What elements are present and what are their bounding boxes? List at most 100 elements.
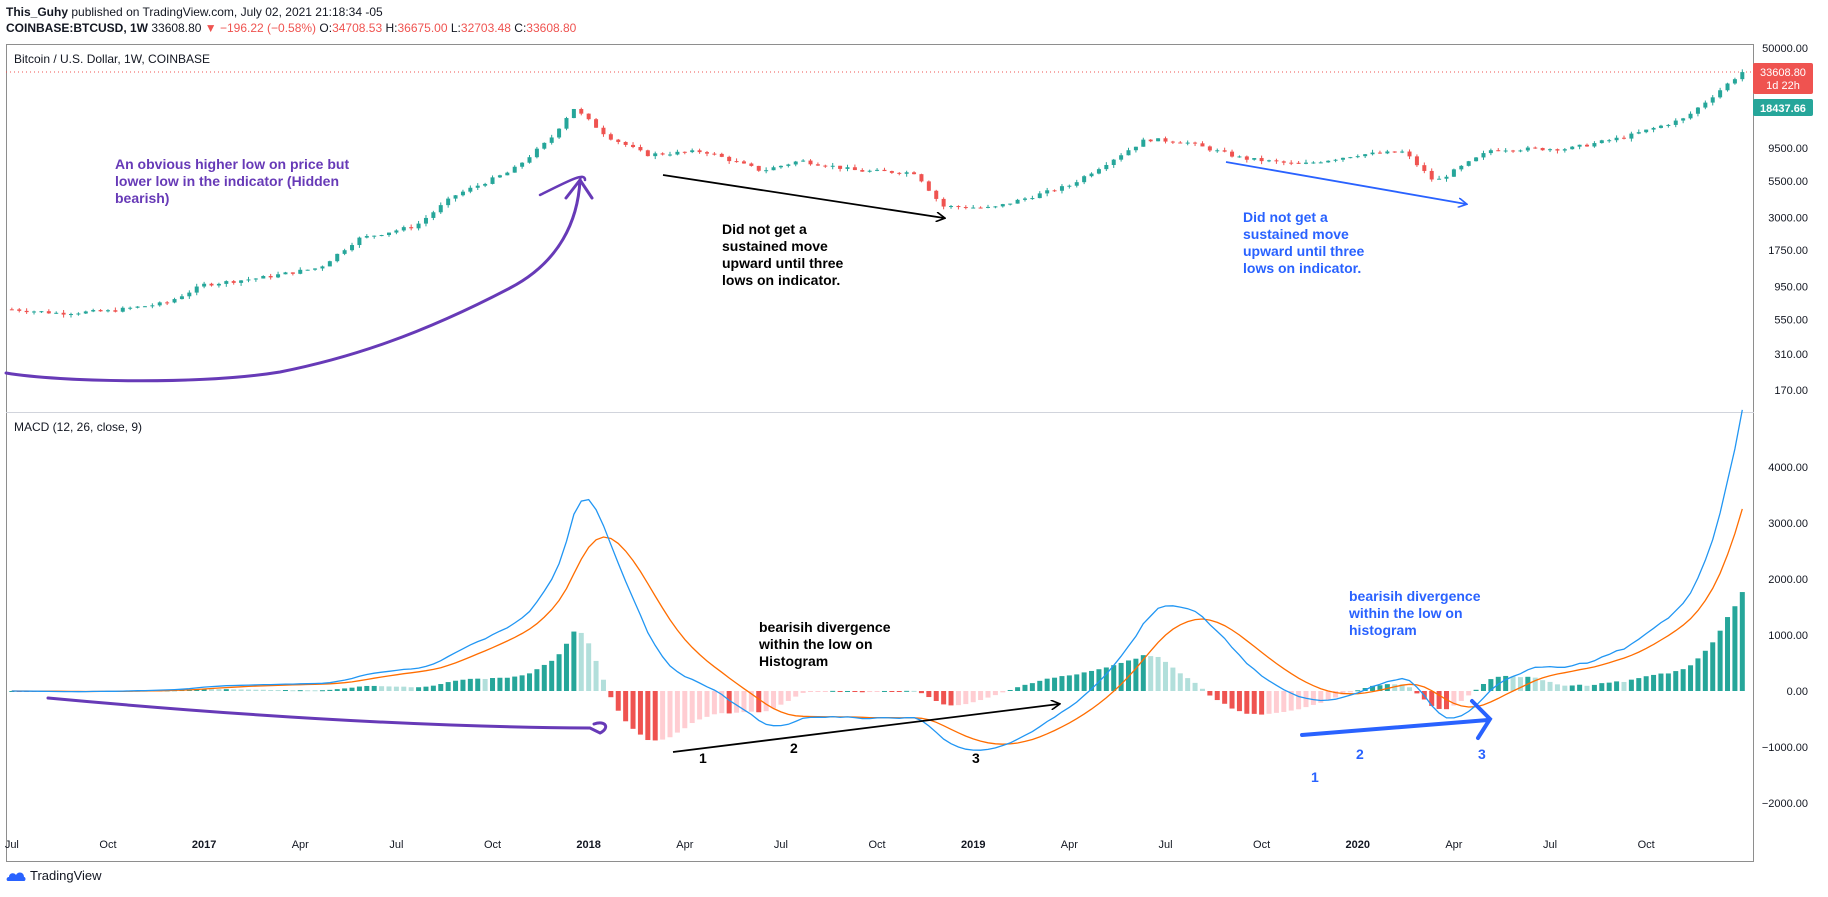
histogram-bar <box>342 688 348 691</box>
candle-body <box>675 151 680 155</box>
low-label: L: <box>450 21 461 35</box>
histogram-bar <box>1162 661 1168 691</box>
histogram-bar <box>1185 678 1191 691</box>
black-note-line-4: lows on indicator. <box>722 272 840 288</box>
candle-body <box>1119 155 1124 160</box>
histogram-bar <box>1688 665 1694 691</box>
candle-body <box>1540 147 1545 151</box>
candle-body <box>1474 157 1479 162</box>
histogram-bar <box>778 691 784 705</box>
histogram-bar <box>290 690 296 692</box>
macd-axis-tick: −1000.00 <box>1762 742 1808 754</box>
candle-body <box>860 170 865 172</box>
macd-axis[interactable]: 4000.00 3000.00 2000.00 1000.00 0.00 −1000.00… <box>1762 462 1808 810</box>
candle-body <box>793 161 798 165</box>
histogram-bar <box>1725 617 1731 691</box>
candle-body <box>9 309 14 311</box>
candle-body <box>1429 170 1434 180</box>
histogram-bar <box>1074 674 1080 691</box>
histogram-bar <box>785 691 791 701</box>
tradingview-logo[interactable]: TradingView <box>6 868 102 883</box>
candle-body <box>394 230 399 233</box>
time-axis-tick: Oct <box>869 839 886 851</box>
histogram-bar <box>1015 687 1021 691</box>
candle-body <box>298 269 303 274</box>
time-axis-tick: Jul <box>774 839 788 851</box>
candle-body <box>1718 90 1723 98</box>
histogram-bar <box>1473 689 1479 691</box>
candle-body <box>313 268 318 270</box>
histogram-bar <box>1044 678 1050 691</box>
histogram-bar <box>1118 662 1124 691</box>
histogram-bar <box>1370 685 1376 691</box>
time-axis[interactable]: Jul Oct 2017 Apr Jul Oct 2018 Apr Jul Oct 2019 Apr J… <box>5 839 1655 851</box>
histogram-bar <box>201 689 207 691</box>
candle-body <box>1496 150 1501 152</box>
candle-body <box>475 185 480 188</box>
candle-body <box>1207 146 1212 151</box>
histogram-bar <box>1599 683 1605 691</box>
histogram-bar <box>1665 673 1671 691</box>
candle-body <box>1614 137 1619 141</box>
candle-body <box>919 174 924 182</box>
high-label: H: <box>385 21 398 35</box>
histogram-bar <box>1414 691 1420 694</box>
histogram-bar <box>438 684 444 691</box>
histogram-bar <box>423 686 429 691</box>
author-name[interactable]: This_Guhy <box>6 5 69 19</box>
histogram-bar <box>748 691 754 712</box>
candle-body <box>423 217 428 224</box>
black-note-line-3: upward until three <box>722 255 844 271</box>
candle-body <box>1133 146 1138 151</box>
candle-body <box>1303 162 1308 164</box>
price-axis[interactable]: 50000.00 9500.00 5500.00 3000.00 1750.00 950.… <box>1762 43 1808 397</box>
candle-body <box>1385 151 1390 154</box>
histogram-bar <box>1614 681 1620 691</box>
histogram-bar <box>719 691 725 714</box>
candle-body <box>631 144 636 148</box>
histogram-bar <box>194 689 200 691</box>
candle-body <box>1355 156 1360 158</box>
histogram-bar <box>1155 656 1161 691</box>
histogram-bar <box>1517 677 1523 691</box>
candle-body <box>934 190 939 199</box>
candle-body <box>54 312 59 314</box>
black-macd-arrow <box>672 704 1059 753</box>
histogram-bar <box>1251 691 1257 714</box>
candle-body <box>771 167 776 171</box>
candle-body <box>882 169 887 172</box>
histogram-bar <box>556 654 562 691</box>
last-price-badge-value: 33608.80 <box>1760 67 1806 79</box>
histogram-bar <box>275 690 281 692</box>
histogram-bar <box>1591 684 1597 691</box>
pane-separator[interactable] <box>6 412 1754 413</box>
histogram-bar <box>253 689 259 691</box>
time-axis-tick: Apr <box>292 839 309 851</box>
time-axis-tick: Oct <box>1638 839 1655 851</box>
histogram-bar <box>1680 669 1686 691</box>
candle-body <box>912 172 917 175</box>
candle-body <box>845 167 850 169</box>
candle-body <box>1621 137 1626 139</box>
candle-body <box>1237 156 1242 158</box>
histogram-bar <box>1281 691 1287 712</box>
histogram-bar <box>1096 669 1102 691</box>
blue-hist-note-line-2: within the low on <box>1348 605 1463 621</box>
candle-body <box>520 162 525 167</box>
candle-body <box>194 286 199 293</box>
black-hist-note-line-2: within the low on <box>758 636 873 652</box>
candle-body <box>69 314 74 316</box>
histogram-bar <box>1392 684 1398 691</box>
histogram-bar <box>904 690 910 692</box>
histogram-bar <box>726 691 732 714</box>
histogram-bar <box>1355 690 1361 692</box>
chart-frame[interactable] <box>6 44 1754 862</box>
histogram-bar <box>793 691 799 697</box>
candle-body <box>616 139 621 142</box>
histogram-bar <box>1089 670 1095 691</box>
histogram-bar <box>1554 684 1560 691</box>
candle-body <box>1104 165 1109 170</box>
candle-body <box>379 235 384 237</box>
histogram-bar <box>445 682 451 691</box>
